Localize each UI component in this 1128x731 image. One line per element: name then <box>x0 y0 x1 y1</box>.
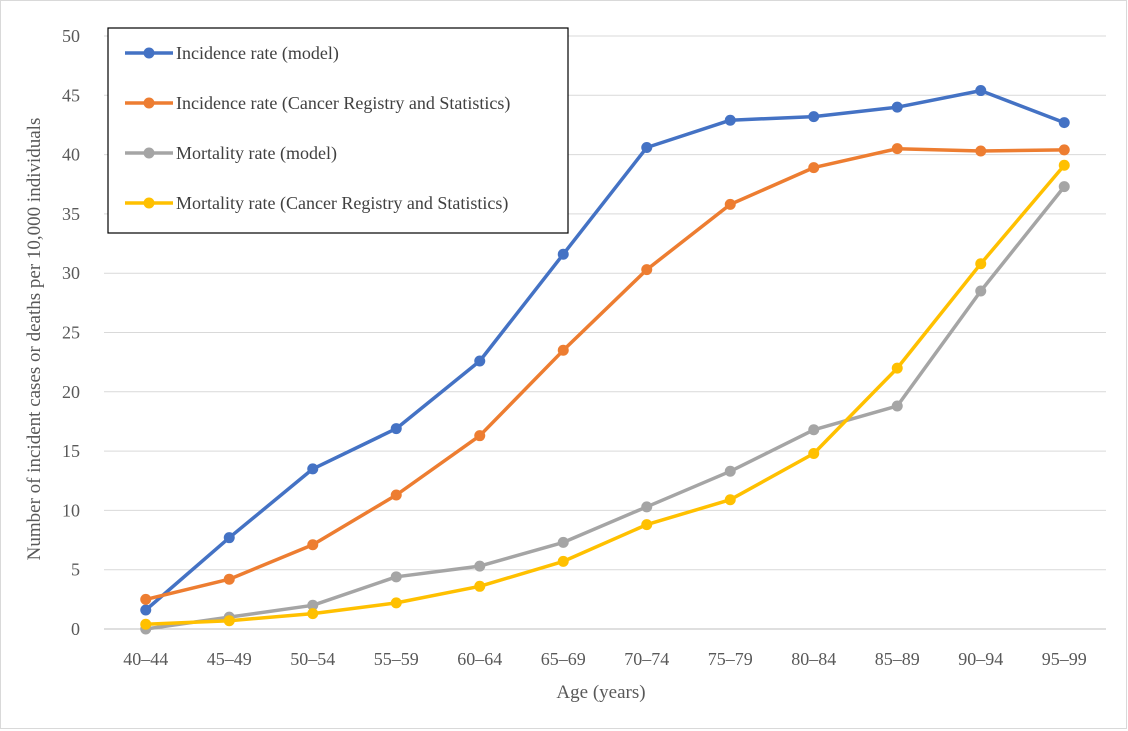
data-point <box>808 447 820 459</box>
x-tick-label: 60–64 <box>457 649 502 669</box>
legend-label: Incidence rate (Cancer Registry and Stat… <box>176 93 510 114</box>
data-point <box>975 85 987 97</box>
series-line <box>144 184 1067 631</box>
legend-item: Incidence rate (model) <box>125 43 339 64</box>
series-line <box>144 146 1067 602</box>
y-tick-labels: 0 5 10 15 20 25 30 35 40 45 50 <box>62 26 80 639</box>
data-point <box>140 593 152 605</box>
y-tick-label: 30 <box>62 263 80 283</box>
data-point <box>307 608 319 620</box>
series-lines <box>140 85 1070 635</box>
data-point <box>891 400 903 412</box>
y-tick-label: 0 <box>71 619 80 639</box>
data-point <box>140 618 152 630</box>
data-point <box>557 248 569 260</box>
legend: Incidence rate (model) Incidence rate (Ca… <box>107 27 569 234</box>
data-point <box>641 141 653 153</box>
y-tick-label: 20 <box>62 382 80 402</box>
data-point <box>557 555 569 567</box>
data-point <box>891 101 903 113</box>
data-point <box>1058 159 1070 171</box>
legend-item: Mortality rate (Cancer Registry and Stat… <box>125 193 508 214</box>
data-point <box>1058 181 1070 193</box>
data-point <box>891 143 903 155</box>
x-tick-label: 70–74 <box>624 649 669 669</box>
series-2 <box>140 143 1070 605</box>
x-tick-label: 65–69 <box>541 649 586 669</box>
y-tick-label: 50 <box>62 26 80 46</box>
data-point <box>223 615 235 627</box>
data-point <box>808 111 820 123</box>
series-3 <box>140 181 1070 635</box>
x-tick-label: 90–94 <box>958 649 1003 669</box>
data-point <box>307 599 319 611</box>
x-tick-label: 40–44 <box>123 649 168 669</box>
y-tick-label: 5 <box>71 560 80 580</box>
legend-box <box>107 27 569 234</box>
legend-label: Incidence rate (model) <box>176 43 339 64</box>
data-point <box>724 465 736 477</box>
data-point <box>307 539 319 551</box>
data-point <box>390 423 402 435</box>
data-point <box>140 604 152 616</box>
data-point <box>808 162 820 174</box>
data-point <box>223 573 235 585</box>
x-axis-title: Age (years) <box>556 682 645 703</box>
y-tick-label: 40 <box>62 145 80 165</box>
legend-item: Incidence rate (Cancer Registry and Stat… <box>125 93 510 114</box>
data-point <box>975 258 987 270</box>
data-point <box>808 424 820 436</box>
data-point <box>223 532 235 544</box>
series-line <box>144 163 1067 627</box>
x-tick-label: 80–84 <box>791 649 836 669</box>
legend-label: Mortality rate (Cancer Registry and Stat… <box>176 193 508 214</box>
data-point <box>1058 144 1070 156</box>
x-tick-label: 95–99 <box>1042 649 1087 669</box>
data-point <box>390 571 402 583</box>
x-tick-label: 45–49 <box>207 649 252 669</box>
data-point <box>390 597 402 609</box>
data-point <box>474 430 486 442</box>
data-point <box>724 114 736 126</box>
data-point <box>641 264 653 276</box>
data-point <box>641 501 653 513</box>
data-point <box>975 285 987 297</box>
legend-swatch-marker <box>143 47 155 59</box>
legend-swatch-marker <box>143 197 155 209</box>
legend-label: Mortality rate (model) <box>176 143 337 164</box>
x-tick-label: 50–54 <box>290 649 335 669</box>
data-point <box>474 580 486 592</box>
y-tick-label: 35 <box>62 204 80 224</box>
y-tick-label: 10 <box>62 500 80 520</box>
x-tick-label: 85–89 <box>875 649 920 669</box>
data-point <box>641 519 653 531</box>
x-tick-label: 75–79 <box>708 649 753 669</box>
data-point <box>891 362 903 374</box>
series-1 <box>140 85 1070 616</box>
data-point <box>975 145 987 157</box>
y-axis-title: Number of incident cases or deaths per 1… <box>24 118 45 561</box>
data-point <box>474 560 486 572</box>
x-tick-label: 55–59 <box>374 649 419 669</box>
legend-swatch-marker <box>143 147 155 159</box>
data-point <box>724 494 736 506</box>
legend-item: Mortality rate (model) <box>125 143 337 164</box>
data-point <box>474 355 486 367</box>
y-tick-label: 15 <box>62 441 80 461</box>
legend-swatch-marker <box>143 97 155 109</box>
data-point <box>557 344 569 356</box>
series-4 <box>140 159 1070 630</box>
data-point <box>1058 117 1070 129</box>
series-line <box>144 88 1067 612</box>
data-point <box>724 198 736 210</box>
data-point <box>557 536 569 548</box>
data-point <box>307 463 319 475</box>
y-tick-label: 45 <box>62 85 80 105</box>
y-tick-label: 25 <box>62 323 80 343</box>
data-point <box>390 489 402 501</box>
x-tick-labels: 40–44 45–49 50–54 55–59 60–64 65–69 70–74 75–79… <box>123 649 1087 669</box>
